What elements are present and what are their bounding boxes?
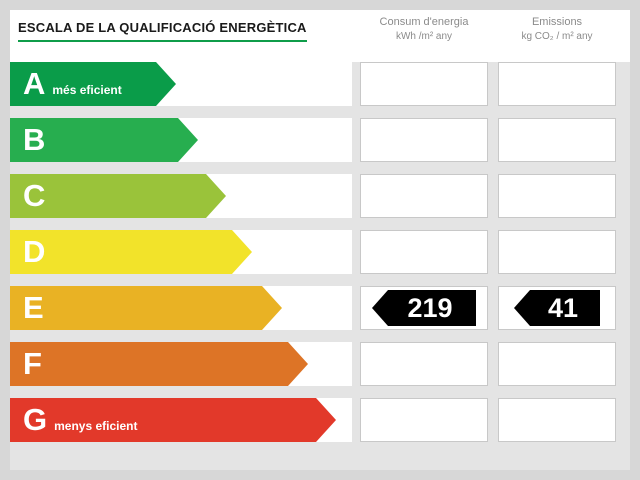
rating-letter: A	[23, 66, 46, 101]
emissions-value: 41	[547, 292, 579, 323]
rating-row: B	[10, 118, 630, 162]
consum-cell	[360, 174, 488, 218]
emissions-cell	[498, 398, 616, 442]
row-band: C	[10, 174, 352, 218]
rating-arrow: D	[10, 230, 252, 274]
rating-label: menys eficient	[54, 419, 138, 433]
rating-letter: G	[23, 402, 48, 437]
emissions-value-badge: 41	[514, 290, 600, 326]
consum-header-units: kWh /m² any	[395, 31, 453, 42]
rating-letter: B	[23, 122, 46, 157]
emissions-cell	[498, 230, 616, 274]
rating-arrow: A més eficient	[10, 62, 176, 106]
consum-column-header: Consum d'energia kWh /m² any	[350, 16, 498, 42]
emissions-cell	[498, 342, 616, 386]
consum-value-badge: 219	[372, 290, 476, 326]
row-band: B	[10, 118, 352, 162]
label-panel: ESCALA DE LA QUALIFICACIÓ ENERGÈTICA Con…	[10, 10, 630, 470]
emissions-header-title: Emissions	[531, 16, 583, 28]
rating-row: G menys eficient	[10, 398, 630, 442]
rating-letter: D	[23, 234, 46, 269]
emissions-cell: 41	[498, 286, 616, 330]
emissions-cell	[498, 174, 616, 218]
emissions-column-header: Emissions kg CO₂ / m² any	[496, 16, 618, 42]
consum-value: 219	[407, 292, 453, 323]
consum-cell	[360, 118, 488, 162]
rating-letter: F	[23, 346, 42, 381]
scale-rows: A més eficient B	[10, 62, 630, 470]
consum-cell	[360, 230, 488, 274]
emissions-cell	[498, 118, 616, 162]
consum-cell	[360, 398, 488, 442]
row-band: G menys eficient	[10, 398, 352, 442]
rating-row: E 219 41	[10, 286, 630, 330]
rating-label: més eficient	[52, 83, 122, 97]
header: ESCALA DE LA QUALIFICACIÓ ENERGÈTICA Con…	[10, 10, 630, 62]
rating-row: F	[10, 342, 630, 386]
emissions-header-units: kg CO₂ / m² any	[521, 31, 593, 42]
row-band: E	[10, 286, 352, 330]
rating-arrow: E	[10, 286, 282, 330]
consum-cell: 219	[360, 286, 488, 330]
rating-arrow: C	[10, 174, 226, 218]
rating-letter: C	[23, 178, 46, 213]
consum-header-title: Consum d'energia	[379, 16, 469, 28]
rating-row: D	[10, 230, 630, 274]
rating-arrow: F	[10, 342, 308, 386]
row-band: F	[10, 342, 352, 386]
row-band: A més eficient	[10, 62, 352, 106]
consum-cell	[360, 62, 488, 106]
page-title: ESCALA DE LA QUALIFICACIÓ ENERGÈTICA	[18, 20, 307, 42]
row-band: D	[10, 230, 352, 274]
rating-arrow: B	[10, 118, 198, 162]
rating-arrow: G menys eficient	[10, 398, 336, 442]
rating-row: C	[10, 174, 630, 218]
emissions-cell	[498, 62, 616, 106]
consum-cell	[360, 342, 488, 386]
rating-row: A més eficient	[10, 62, 630, 106]
rating-letter: E	[23, 290, 44, 325]
